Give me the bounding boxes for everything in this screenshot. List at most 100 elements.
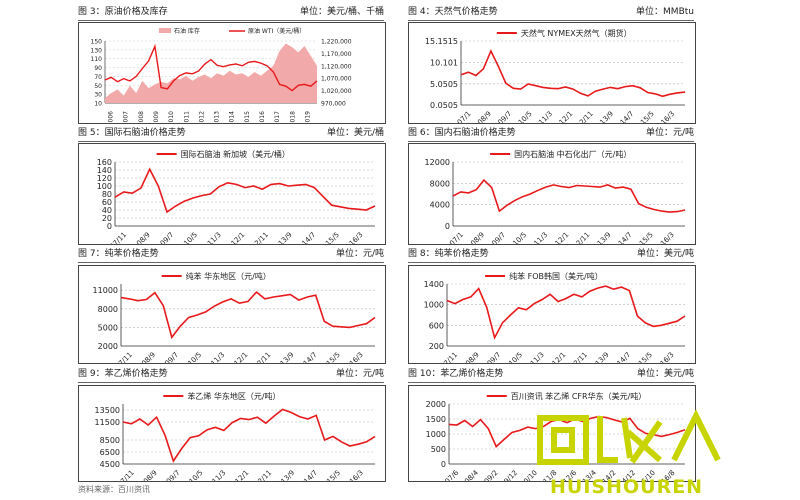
y-tick-label: 12000: [425, 158, 450, 167]
y-tick-label: 1400: [424, 280, 444, 289]
x-tick-label: 08/9: [142, 469, 159, 481]
x-tick-label: 2017: [274, 111, 281, 123]
x-tick-label: 10/5: [507, 351, 524, 363]
y-tick-label: 90: [94, 65, 102, 72]
x-tick-label: 09/7: [165, 469, 182, 481]
x-tick-label: 16/3: [659, 110, 676, 123]
y-tick-label: 13500: [95, 406, 120, 415]
series-line: [114, 167, 376, 214]
header-rule: [78, 382, 384, 383]
x-tick-label: 12/1: [554, 231, 571, 244]
x-tick-label: 10/5: [186, 351, 203, 363]
chart-panel-benzene-east: 2000 5000 8000 11000 07/11 08/9 09/7 10/5 11/3 12…: [78, 265, 386, 371]
y-tick-label: 1000: [426, 430, 446, 439]
x-tick-label: 16/3: [348, 351, 365, 363]
x-tick-label: 09/7: [490, 231, 507, 244]
legend-swatch: [159, 28, 171, 33]
x-tick-label: 12/1: [233, 351, 250, 363]
series-line: [122, 408, 376, 463]
x-tick-label: 2014: [229, 111, 236, 123]
x-tick-label: 12/11: [572, 231, 592, 244]
series-line: [120, 291, 376, 340]
x-tick-label: 12/1: [558, 110, 575, 123]
figure-title: 图 9：苯乙烯价格走势: [78, 369, 168, 379]
x-tick-label: 2016: [259, 111, 266, 123]
legend-label: 原油 WTI（美元/桶）: [248, 27, 305, 35]
x-tick-label: 14/7: [616, 351, 633, 363]
x-tick-label: 16/3: [348, 469, 365, 481]
recycle-logo: [537, 409, 721, 465]
y2-tick-label: 1,070,000: [321, 76, 352, 83]
x-tick-label: 11/3: [529, 351, 546, 363]
unit-label: 单位：MMBtu: [636, 7, 694, 17]
x-tick-label: 13/9: [277, 231, 294, 244]
y-tick-label: 0: [445, 222, 450, 231]
x-tick-label: 08/9: [135, 231, 152, 244]
series-line: [452, 178, 686, 213]
x-tick-label: 12/11: [575, 110, 595, 123]
figure-title: 图 10：苯乙烯价格走势: [408, 369, 504, 379]
x-tick-label: 14/7: [617, 231, 634, 244]
legend-label: 天然气 NYMEX天然气（期货）: [521, 28, 632, 38]
x-tick-label: 10/5: [517, 110, 534, 123]
unit-label: 单位：美元/桶、千桶: [299, 7, 384, 17]
x-tick-label: 13/9: [279, 351, 296, 363]
unit-label: 单位：美元/吨: [636, 369, 694, 379]
y-tick-label: 0.0505: [430, 101, 458, 110]
legend-label: 石油 库存: [174, 27, 200, 35]
x-tick-label: 2010: [168, 111, 175, 123]
x-tick-label: 07/1: [448, 231, 465, 244]
x-tick-label: 2009: [153, 111, 160, 123]
x-tick-label: 16/3: [659, 351, 676, 363]
x-tick-label: 12/11: [569, 351, 589, 363]
y-tick-label: 8500: [100, 436, 120, 445]
figure-title: 图 6：国内石脑油价格走势: [408, 128, 516, 138]
y-tick-label: 40: [102, 206, 112, 215]
chart-header: 图 9：苯乙烯价格走势 单位：元/吨: [78, 367, 384, 381]
x-tick-label: 12/1: [230, 231, 247, 244]
header-rule: [408, 382, 694, 383]
x-tick-label: 09/2: [483, 469, 500, 481]
x-tick-label: 07/11: [116, 469, 136, 481]
chart-header: 图 7：纯苯价格走势 单位：元/吨: [78, 247, 384, 261]
series-line: [448, 415, 686, 448]
x-tick-label: 2019: [304, 111, 311, 123]
x-tick-label: 14/7: [302, 469, 319, 481]
x-tick-label: 2007: [123, 111, 130, 123]
y-tick-label: 200: [429, 342, 444, 351]
x-tick-label: 12/11: [253, 469, 273, 481]
series-line: [446, 285, 686, 340]
chart-panel-intl-naphtha: 0 20 40 60 80 100 120 140 160 07/11 08/9 09/7 10/5 11…: [78, 143, 386, 251]
figure-title: 图 5：国际石脑油价格走势: [78, 128, 186, 138]
chart-panel-domestic-naphtha: 0 4000 8000 12000 07/1 08/9 09/7 10/5 11/3 12/1 12…: [408, 143, 696, 251]
y-tick-label: 6500: [100, 448, 120, 457]
unit-label: 单位：美元/桶: [326, 128, 384, 138]
chart-header: 图 3：原油价格及库存 单位：美元/桶、千桶: [78, 5, 384, 19]
inventory-area: [105, 43, 317, 103]
legend-label: 纯苯 华东地区（元/吨）: [186, 271, 271, 281]
x-tick-label: 08/9: [464, 351, 481, 363]
unit-label: 单位：元/吨: [645, 128, 694, 138]
y-tick-label: 110: [91, 56, 103, 63]
y-tick-label: 15.1515: [425, 37, 458, 46]
x-tick-label: 12/11: [250, 231, 270, 244]
figure-title: 图 3：原油价格及库存: [78, 7, 168, 17]
x-tick-label: 15/5: [638, 231, 655, 244]
x-tick-label: 11/3: [533, 231, 550, 244]
y-tick-label: 8000: [98, 305, 118, 314]
y-tick-label: 2000: [98, 342, 118, 351]
x-tick-label: 2006: [108, 111, 115, 123]
y2-tick-label: 1,020,000: [321, 88, 352, 95]
x-tick-label: 08/9: [476, 110, 493, 123]
x-tick-label: 13/9: [598, 110, 615, 123]
y-tick-label: 100: [97, 182, 112, 191]
x-tick-label: 08/9: [140, 351, 157, 363]
y-tick-label: 11000: [93, 286, 118, 295]
legend-label: 国内石脑油 中石化出厂（元/吨）: [514, 149, 631, 159]
unit-label: 单位：元/吨: [335, 369, 384, 379]
chart-header: 图 8：纯苯价格走势 单位：美元/吨: [408, 247, 694, 261]
y-tick-label: 120: [97, 174, 112, 183]
chart-header: 图 4：天然气价格走势 单位：MMBtu: [408, 5, 694, 19]
y-tick-label: 5000: [98, 323, 118, 332]
unit-label: 单位：元/吨: [335, 249, 384, 259]
